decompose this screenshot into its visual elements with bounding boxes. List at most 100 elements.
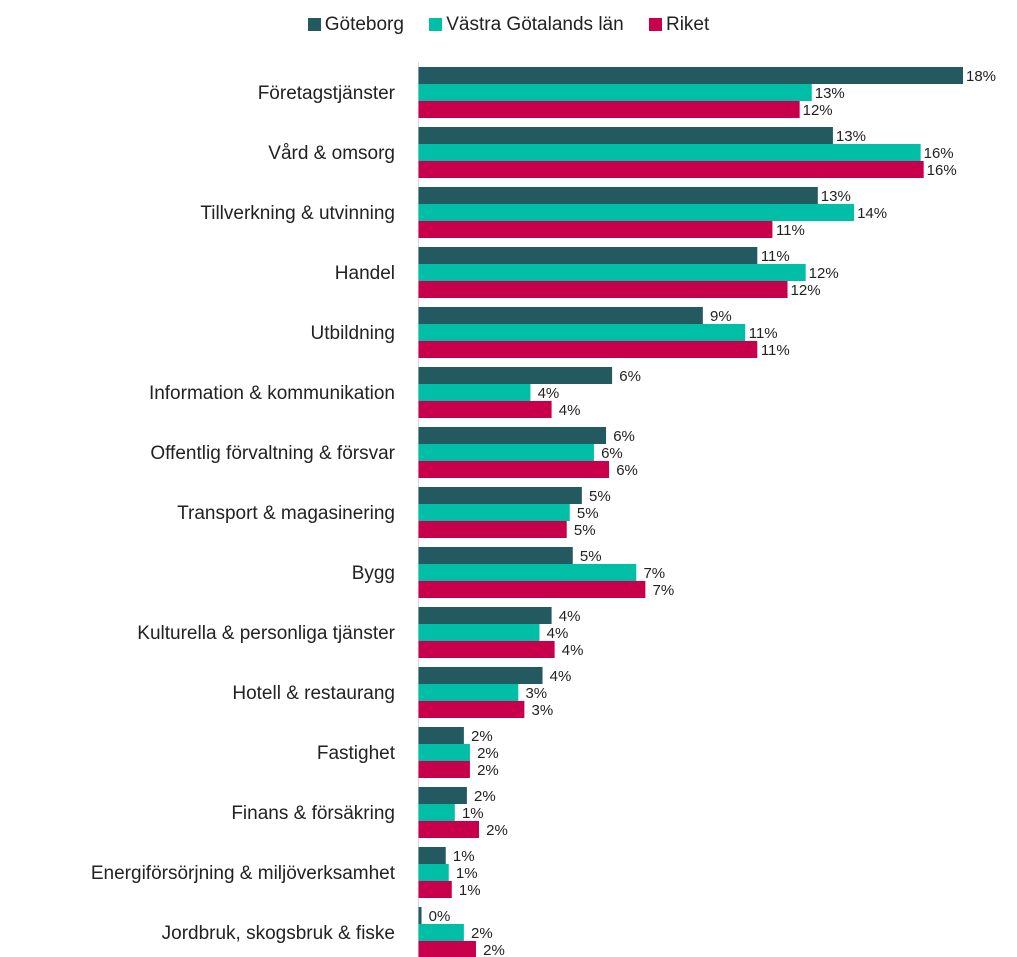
bar-vastra-gotalands-lan-utbildning xyxy=(418,324,746,341)
data-label-goteborg-kulturella-personliga-tjanster: 4% xyxy=(559,608,581,625)
bar-vastra-gotalands-lan-energiforsorjning-miljoverksamhet xyxy=(418,864,449,881)
data-label-riket-information-kommunikation: 4% xyxy=(559,402,581,419)
data-label-vastra-gotalands-lan-information-kommunikation: 4% xyxy=(538,385,560,402)
data-label-vastra-gotalands-lan-kulturella-personliga-tjanster: 4% xyxy=(547,625,569,642)
legend-label-vastra-gotaland: Västra Götalands län xyxy=(446,14,624,35)
category-label-bygg: Bygg xyxy=(352,563,395,584)
data-label-vastra-gotalands-lan-finans-forsakring: 1% xyxy=(462,805,484,822)
bar-vastra-gotalands-lan-information-kommunikation xyxy=(418,384,531,401)
data-label-goteborg-utbildning: 9% xyxy=(710,308,732,325)
data-label-riket-transport-magasinering: 5% xyxy=(574,522,596,539)
category-label-finans-forsakring: Finans & försäkring xyxy=(231,803,395,824)
data-label-vastra-gotalands-lan-vard-omsorg: 16% xyxy=(924,145,954,162)
data-label-vastra-gotalands-lan-transport-magasinering: 5% xyxy=(577,505,599,522)
data-label-riket-jordbruk-skogsbruk-fiske: 2% xyxy=(483,942,505,957)
bar-goteborg-handel xyxy=(418,247,758,264)
data-label-vastra-gotalands-lan-energiforsorjning-miljoverksamhet: 1% xyxy=(456,865,478,882)
legend-swatch-goteborg xyxy=(307,18,321,31)
category-label-energiforsorjning-miljoverksamhet: Energiförsörjning & miljöverksamhet xyxy=(91,863,396,884)
bar-goteborg-offentlig-forvaltning-forsvar xyxy=(418,427,607,444)
legend-label-riket: Riket xyxy=(665,14,710,35)
bar-goteborg-transport-magasinering xyxy=(418,487,582,504)
bar-vastra-gotalands-lan-tillverkning-utvinning xyxy=(418,204,855,221)
chart-legend: Göteborg Västra Götalands län Riket xyxy=(0,14,1017,36)
data-label-goteborg-handel: 11% xyxy=(761,248,790,265)
data-label-goteborg-vard-omsorg: 13% xyxy=(836,128,866,145)
category-label-handel: Handel xyxy=(335,263,395,284)
bar-goteborg-finans-forsakring xyxy=(418,787,467,804)
data-label-goteborg-fastighet: 2% xyxy=(471,728,493,745)
bar-riket-jordbruk-skogsbruk-fiske xyxy=(418,941,476,957)
legend-label-goteborg: Göteborg xyxy=(324,14,404,35)
bar-riket-kulturella-personliga-tjanster xyxy=(418,641,555,658)
bar-vastra-gotalands-lan-jordbruk-skogsbruk-fiske xyxy=(418,924,464,941)
data-label-riket-handel: 12% xyxy=(791,282,821,299)
bar-goteborg-bygg xyxy=(418,547,573,564)
data-label-riket-hotell-restaurang: 3% xyxy=(532,702,554,719)
bar-vastra-gotalands-lan-handel xyxy=(418,264,806,281)
category-label-transport-magasinering: Transport & magasinering xyxy=(177,503,395,524)
bar-riket-hotell-restaurang xyxy=(418,701,525,718)
data-label-vastra-gotalands-lan-foretagstjanster: 13% xyxy=(815,85,845,102)
data-label-riket-bygg: 7% xyxy=(653,582,675,599)
legend-swatch-vastra-gotaland xyxy=(429,18,443,31)
legend-item-goteborg: Göteborg xyxy=(307,14,404,36)
bar-vastra-gotalands-lan-offentlig-forvaltning-forsvar xyxy=(418,444,594,461)
bar-vastra-gotalands-lan-fastighet xyxy=(418,744,470,761)
bar-vastra-gotalands-lan-kulturella-personliga-tjanster xyxy=(418,624,540,641)
data-label-goteborg-information-kommunikation: 6% xyxy=(619,368,641,385)
bar-goteborg-vard-omsorg xyxy=(418,127,833,144)
category-label-foretagstjanster: Företagstjänster xyxy=(258,83,396,104)
bar-goteborg-jordbruk-skogsbruk-fiske xyxy=(418,907,422,924)
category-label-vard-omsorg: Vård & omsorg xyxy=(268,143,395,164)
data-label-riket-energiforsorjning-miljoverksamhet: 1% xyxy=(459,882,481,899)
data-label-vastra-gotalands-lan-jordbruk-skogsbruk-fiske: 2% xyxy=(471,925,493,942)
bar-riket-energiforsorjning-miljoverksamhet xyxy=(418,881,452,898)
bar-riket-tillverkning-utvinning xyxy=(418,221,773,238)
bar-goteborg-fastighet xyxy=(418,727,464,744)
data-label-vastra-gotalands-lan-bygg: 7% xyxy=(643,565,665,582)
category-label-hotell-restaurang: Hotell & restaurang xyxy=(232,683,395,704)
bar-vastra-gotalands-lan-finans-forsakring xyxy=(418,804,455,821)
bar-riket-vard-omsorg xyxy=(418,161,924,178)
bar-vastra-gotalands-lan-foretagstjanster xyxy=(418,84,812,101)
data-label-riket-foretagstjanster: 12% xyxy=(803,102,833,119)
data-label-goteborg-offentlig-forvaltning-forsvar: 6% xyxy=(613,428,635,445)
bar-riket-utbildning xyxy=(418,341,758,358)
bar-goteborg-foretagstjanster xyxy=(418,67,963,84)
bar-riket-information-kommunikation xyxy=(418,401,552,418)
category-label-information-kommunikation: Information & kommunikation xyxy=(149,383,395,404)
data-label-goteborg-tillverkning-utvinning: 13% xyxy=(821,188,851,205)
data-label-goteborg-energiforsorjning-miljoverksamhet: 1% xyxy=(453,848,475,865)
data-label-vastra-gotalands-lan-fastighet: 2% xyxy=(477,745,499,762)
data-label-riket-offentlig-forvaltning-forsvar: 6% xyxy=(616,462,638,479)
bar-riket-transport-magasinering xyxy=(418,521,567,538)
bar-riket-finans-forsakring xyxy=(418,821,479,838)
legend-item-vastra-gotaland: Västra Götalands län xyxy=(429,14,624,36)
legend-item-riket: Riket xyxy=(648,14,710,36)
bar-vastra-gotalands-lan-transport-magasinering xyxy=(418,504,570,521)
data-label-goteborg-finans-forsakring: 2% xyxy=(474,788,496,805)
category-label-offentlig-forvaltning-forsvar: Offentlig förvaltning & försvar xyxy=(150,443,395,464)
data-label-riket-fastighet: 2% xyxy=(477,762,499,779)
data-label-riket-tillverkning-utvinning: 11% xyxy=(776,222,805,239)
bar-riket-offentlig-forvaltning-forsvar xyxy=(418,461,610,478)
category-label-tillverkning-utvinning: Tillverkning & utvinning xyxy=(200,203,395,224)
data-label-vastra-gotalands-lan-tillverkning-utvinning: 14% xyxy=(857,205,887,222)
bar-riket-handel xyxy=(418,281,788,298)
data-label-riket-kulturella-personliga-tjanster: 4% xyxy=(562,642,584,659)
bar-goteborg-utbildning xyxy=(418,307,703,324)
bar-riket-bygg xyxy=(418,581,646,598)
bar-goteborg-information-kommunikation xyxy=(418,367,613,384)
data-label-vastra-gotalands-lan-utbildning: 11% xyxy=(749,325,778,342)
bar-goteborg-tillverkning-utvinning xyxy=(418,187,818,204)
category-label-utbildning: Utbildning xyxy=(311,323,396,344)
data-label-goteborg-foretagstjanster: 18% xyxy=(966,68,996,85)
data-label-vastra-gotalands-lan-handel: 12% xyxy=(809,265,839,282)
data-label-vastra-gotalands-lan-hotell-restaurang: 3% xyxy=(525,685,547,702)
data-label-riket-finans-forsakring: 2% xyxy=(486,822,508,839)
bar-riket-fastighet xyxy=(418,761,470,778)
data-label-goteborg-jordbruk-skogsbruk-fiske: 0% xyxy=(429,908,451,925)
